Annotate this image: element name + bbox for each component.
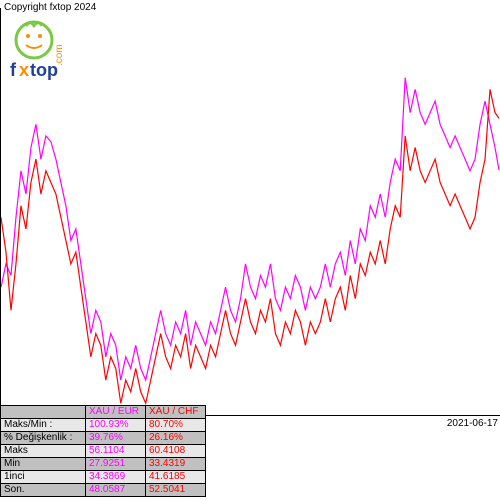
header-series1: XAU / EUR [86, 406, 146, 419]
chart-series-line [1, 78, 499, 380]
chart-series-line [1, 89, 499, 403]
row-val2: 52.5041 [146, 484, 206, 497]
table-row: Min 27.9251 33.4319 [1, 458, 206, 471]
row-val2: 80.70% [146, 419, 206, 432]
row-val1: 100.93% [86, 419, 146, 432]
row-label: % Değişkenlik : [1, 432, 86, 445]
table-row: Maks/Min : 100.93% 80.70% [1, 419, 206, 432]
row-label: 1inci [1, 471, 86, 484]
header-blank [1, 406, 86, 419]
row-val2: 33.4319 [146, 458, 206, 471]
table-row: % Değişkenlik : 39.76% 26.16% [1, 432, 206, 445]
row-val1: 34.3869 [86, 471, 146, 484]
row-val1: 39.76% [86, 432, 146, 445]
table-row: 1inci 34.3869 41.6185 [1, 471, 206, 484]
row-val2: 26.16% [146, 432, 206, 445]
row-label: Son. [1, 484, 86, 497]
row-val2: 60.4108 [146, 445, 206, 458]
x-axis-end-label: 2021-06-17 [447, 418, 498, 429]
price-chart [0, 8, 500, 416]
stats-table: XAU / EUR XAU / CHF Maks/Min : 100.93% 8… [0, 405, 206, 497]
row-val1: 56.1104 [86, 445, 146, 458]
row-val2: 41.6185 [146, 471, 206, 484]
row-val1: 48.0587 [86, 484, 146, 497]
table-header-row: XAU / EUR XAU / CHF [1, 406, 206, 419]
header-series2: XAU / CHF [146, 406, 206, 419]
table-row: Son. 48.0587 52.5041 [1, 484, 206, 497]
table-row: Maks 56.1104 60.4108 [1, 445, 206, 458]
row-label: Maks/Min : [1, 419, 86, 432]
row-val1: 27.9251 [86, 458, 146, 471]
row-label: Maks [1, 445, 86, 458]
row-label: Min [1, 458, 86, 471]
